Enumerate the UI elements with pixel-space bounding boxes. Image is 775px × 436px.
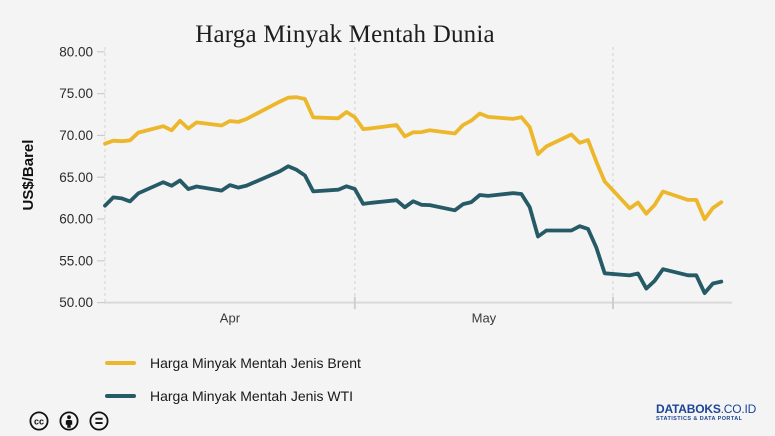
- x-tick-label-may: May: [472, 311, 497, 326]
- logo-brand-name: DATABOKS: [656, 402, 721, 416]
- legend-label-wti: Harga Minyak Mentah Jenis WTI: [150, 388, 354, 404]
- logo-tagline: STATISTICS & DATA PORTAL: [656, 416, 743, 422]
- legend-item-brent: Harga Minyak Mentah Jenis Brent: [105, 355, 361, 371]
- y-tick-label: 60.00: [59, 212, 93, 227]
- svg-text:cc: cc: [34, 416, 44, 426]
- x-tick-label-apr: Apr: [220, 311, 241, 326]
- databoks-logo[interactable]: DATABOKS.CO.ID STATISTICS & DATA PORTAL: [656, 403, 766, 423]
- legend-item-wti: Harga Minyak Mentah Jenis WTI: [105, 388, 353, 404]
- series-line-wti: [103, 164, 724, 296]
- attribution-icon[interactable]: [59, 411, 79, 431]
- y-tick-label: 65.00: [59, 170, 93, 185]
- chart-title: Harga Minyak Mentah Dunia: [195, 21, 495, 48]
- legend-label-brent: Harga Minyak Mentah Jenis Brent: [150, 355, 361, 371]
- y-tick-label: 55.00: [59, 253, 93, 268]
- y-axis-title: US$/Barel: [20, 140, 37, 211]
- y-tick-label: 80.00: [59, 44, 93, 59]
- line-chart: 80.00 75.00 70.00 65.00 60.00 55.00 50.00 Apr Ma…: [20, 44, 732, 326]
- logo-brand-domain: .CO.ID: [720, 402, 757, 416]
- y-tick-label: 70.00: [59, 128, 93, 143]
- series-line-brent: [103, 95, 724, 222]
- wti-line-swatch: [105, 394, 136, 398]
- y-tick-label: 50.00: [59, 295, 93, 310]
- no-derivatives-icon[interactable]: [89, 411, 109, 431]
- cc-license-icons[interactable]: cc: [28, 406, 112, 436]
- cc-icon[interactable]: cc: [29, 411, 49, 431]
- y-tick-label: 75.00: [59, 86, 93, 101]
- brent-line-swatch: [105, 361, 136, 365]
